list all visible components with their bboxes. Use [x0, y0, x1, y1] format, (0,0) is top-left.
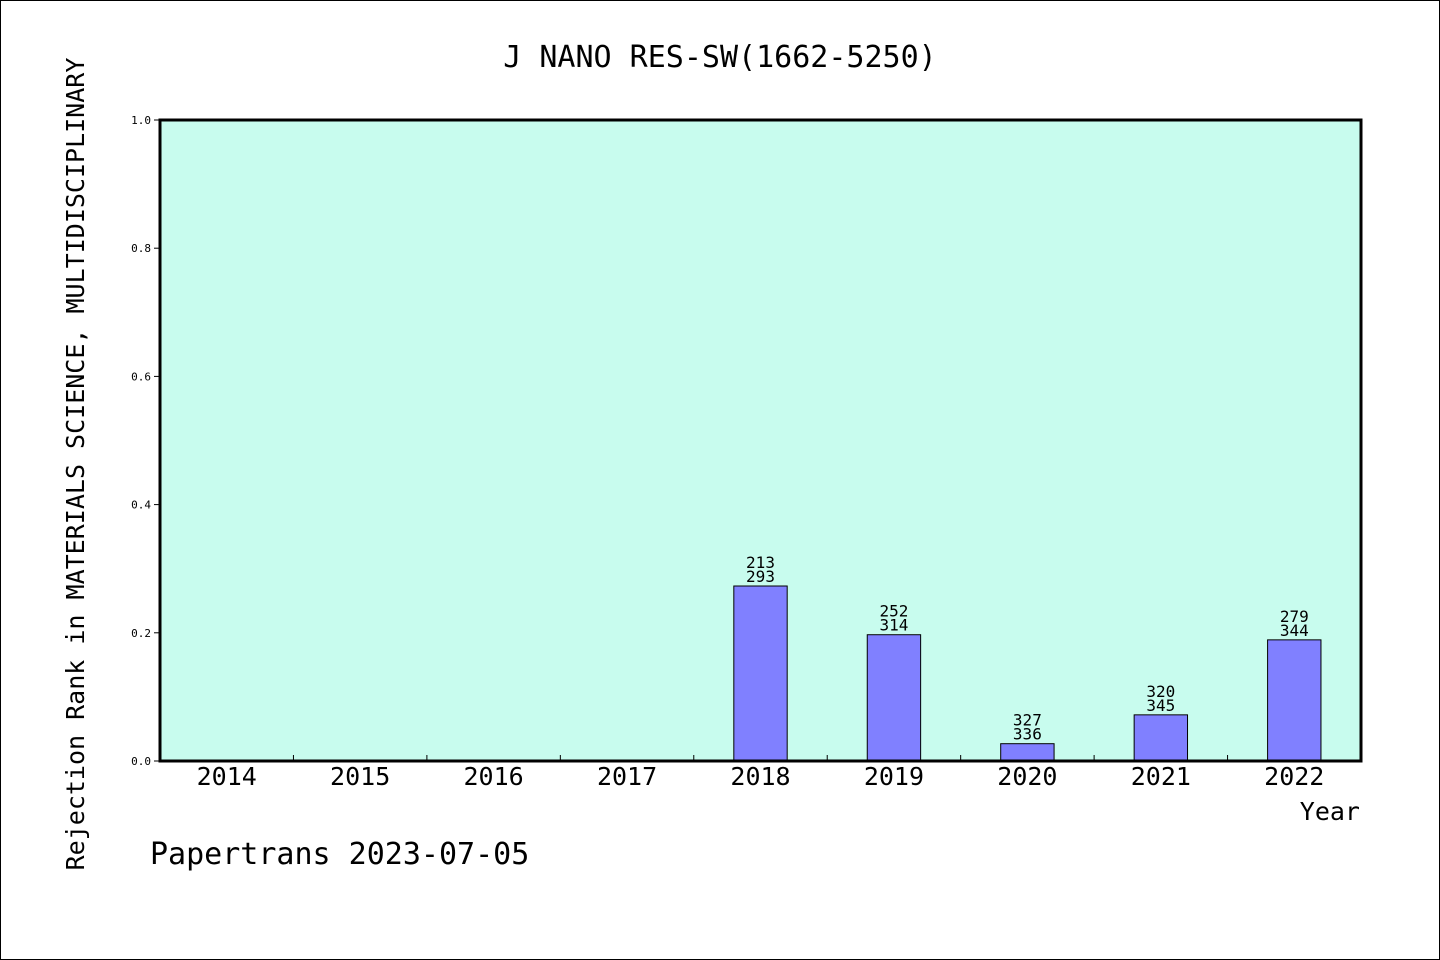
bar	[1267, 639, 1322, 762]
chart-title: J NANO RES-SW(1662-5250)	[503, 40, 936, 75]
y-axis: 0.0 0.2 0.4 0.6 0.8 1.0	[131, 114, 160, 768]
y-tick-label: 0.4	[131, 499, 151, 512]
bar	[1133, 714, 1189, 762]
y-tick-label: 0.2	[131, 627, 151, 640]
bar-label-bottom: 314	[879, 616, 908, 635]
bar	[866, 634, 922, 762]
bar-label-bottom: 336	[1013, 725, 1042, 744]
bar-label-top: 327	[1013, 711, 1042, 730]
x-axis: 2014 2015 2016 2017 2018 2019 2020 2021 2022	[197, 755, 1324, 791]
bar-label-top: 279	[1280, 607, 1309, 626]
bar-label-bottom: 293	[746, 567, 775, 586]
y-axis-label: Rejection Rank in MATERIALS SCIENCE, MUL…	[61, 58, 90, 871]
footer-credit: Papertrans 2023-07-05	[150, 837, 529, 872]
x-tick-label: 2020	[997, 762, 1057, 791]
bar-label-top: 320	[1146, 682, 1175, 701]
y-tick-label: 0.8	[131, 242, 151, 255]
x-tick-label: 2018	[730, 762, 790, 791]
y-tick-label: 0.0	[131, 755, 151, 768]
x-tick-label: 2019	[864, 762, 924, 791]
bar-label-top: 213	[746, 553, 775, 572]
x-tick-label: 2015	[330, 762, 390, 791]
bar	[733, 585, 788, 762]
x-tick-label: 2017	[597, 762, 657, 791]
plot-border	[158, 118, 1363, 763]
bar-label-top: 252	[879, 602, 908, 621]
bars-group	[733, 585, 1322, 762]
bar-label-bottom: 345	[1146, 696, 1175, 715]
bar	[1000, 743, 1055, 762]
y-tick-label: 0.6	[131, 370, 151, 383]
bar-label-bottom: 344	[1280, 621, 1309, 640]
x-tick-label: 2021	[1131, 762, 1191, 791]
x-axis-label: Year	[1300, 797, 1360, 826]
x-tick-label: 2014	[197, 762, 257, 791]
x-tick-label: 2022	[1264, 762, 1324, 791]
x-tick-label: 2016	[464, 762, 524, 791]
y-tick-label: 1.0	[131, 114, 151, 127]
